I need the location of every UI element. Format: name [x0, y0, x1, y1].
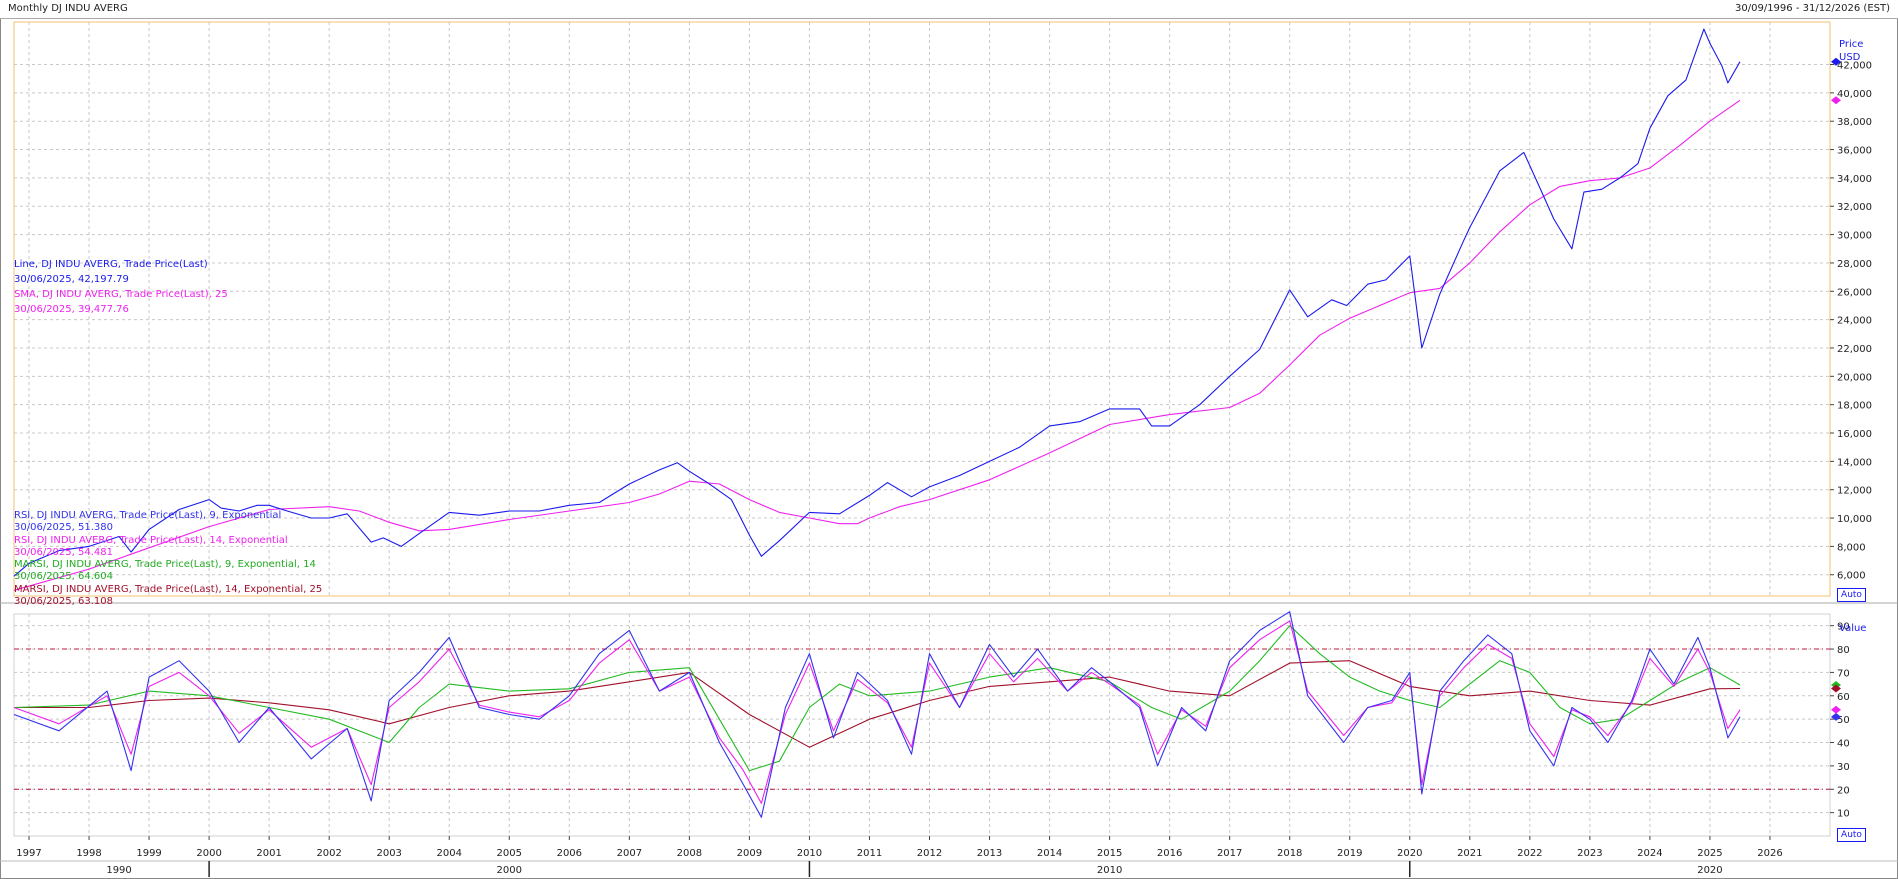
x-tick-label: 2024 [1637, 848, 1662, 859]
decade-label: 2000 [497, 865, 522, 876]
decade-label: 1990 [106, 865, 131, 876]
price-y-tick-label: 10,000 [1837, 514, 1872, 525]
rsi-y-tick-label: 70 [1837, 668, 1850, 679]
rsi-y-tick-label: 20 [1837, 785, 1850, 796]
legend-rsi9-name[interactable]: RSI, DJ INDU AVERG, Trade Price(Last), 9… [14, 510, 282, 521]
x-tick-label: 2013 [977, 848, 1002, 859]
price-y-tick-label: 30,000 [1837, 231, 1872, 242]
x-tick-label: 1998 [76, 848, 101, 859]
price-y-tick-label: 16,000 [1837, 429, 1872, 440]
price-y-tick-label: 22,000 [1837, 344, 1872, 355]
sma-last-marker [1831, 96, 1841, 105]
x-tick-label: 2022 [1517, 848, 1542, 859]
price-y-tick-label: 26,000 [1837, 287, 1872, 298]
price-y-tick-label: 24,000 [1837, 316, 1872, 327]
rsi9-last-marker [1831, 712, 1841, 721]
rsi14-last-marker [1831, 705, 1841, 714]
decade-label: 2010 [1097, 865, 1122, 876]
rsi-y-tick-label: 40 [1837, 739, 1850, 750]
marsi-14-line[interactable] [14, 660, 1741, 748]
legend-line-value: 30/06/2025, 42,197.79 [14, 274, 129, 285]
x-tick-label: 2005 [497, 848, 522, 859]
rsi-y-tick-label: 80 [1837, 645, 1850, 656]
x-tick-label: 2011 [857, 848, 882, 859]
x-tick-label: 1999 [136, 848, 161, 859]
price-y-tick-label: 28,000 [1837, 259, 1872, 270]
x-tick-label: 2019 [1337, 848, 1362, 859]
price-y-tick-label: 42,000 [1837, 61, 1872, 72]
marsi14-last-marker [1831, 684, 1841, 693]
legend-rsi14-value: 30/06/2025, 54.481 [14, 546, 113, 558]
x-tick-label: 2012 [917, 848, 942, 859]
price-line[interactable] [13, 28, 1741, 577]
price-y-tick-label: 38,000 [1837, 117, 1872, 128]
x-tick-label: 2015 [1097, 848, 1122, 859]
x-tick-label: 2001 [256, 848, 281, 859]
legend-marsi9-value: 30/06/2025, 64.604 [14, 571, 113, 583]
rsi-panel-frame [13, 613, 1831, 837]
legend-marsi14-name[interactable]: MARSI, DJ INDU AVERG, Trade Price(Last),… [14, 583, 323, 595]
price-legend: Line, DJ INDU AVERG, Trade Price(Last) 3… [14, 257, 228, 317]
legend-rsi14-name[interactable]: RSI, DJ INDU AVERG, Trade Price(Last), 1… [14, 534, 288, 546]
decade-label: 2020 [1697, 865, 1722, 876]
x-tick-label: 2002 [316, 848, 341, 859]
x-tick-label: 2010 [797, 848, 822, 859]
x-tick-label: 2018 [1277, 848, 1302, 859]
rsi-legend: RSI, DJ INDU AVERG, Trade Price(Last), 9… [14, 510, 322, 608]
x-tick-label: 2025 [1697, 848, 1722, 859]
rsi-auto-scale-button[interactable]: Auto [1837, 828, 1866, 842]
rsi-y-tick-label: 90 [1837, 622, 1850, 633]
rsi-y-tick-label: 50 [1837, 715, 1850, 726]
price-last-marker [1831, 57, 1841, 66]
legend-rsi9-value: 30/06/2025, 51.380 [14, 522, 113, 534]
x-tick-label: 2017 [1217, 848, 1242, 859]
x-tick-label: 2008 [677, 848, 702, 859]
rsi-14-line[interactable] [13, 620, 1741, 804]
x-tick-label: 2003 [376, 848, 401, 859]
price-y-tick-label: 18,000 [1837, 401, 1872, 412]
chart-title: Monthly DJ INDU AVERG [8, 3, 128, 14]
price-y-tick-label: 40,000 [1837, 89, 1872, 100]
x-tick-label: 2009 [737, 848, 762, 859]
x-tick-label: 2021 [1457, 848, 1482, 859]
rsi-y-tick-label: 30 [1837, 762, 1850, 773]
price-axis-unit: USD [1839, 52, 1861, 63]
legend-sma-name[interactable]: SMA, DJ INDU AVERG, Trade Price(Last), 2… [14, 289, 228, 300]
price-axis-title: Price USD [1839, 38, 1863, 64]
price-y-tick-label: 20,000 [1837, 372, 1872, 383]
x-tick-label: 2004 [437, 848, 462, 859]
x-tick-label: 2016 [1157, 848, 1182, 859]
legend-line-name[interactable]: Line, DJ INDU AVERG, Trade Price(Last) [14, 259, 208, 270]
x-tick-label: 2014 [1037, 848, 1062, 859]
date-range: 30/09/1996 - 31/12/2026 (EST) [1735, 3, 1890, 14]
price-y-tick-label: 34,000 [1837, 174, 1872, 185]
sma-25-line[interactable] [13, 99, 1741, 591]
legend-marsi14-value: 30/06/2025, 63.108 [14, 596, 113, 608]
price-auto-scale-button[interactable]: Auto [1837, 588, 1866, 602]
rsi-y-tick-label: 60 [1837, 692, 1850, 703]
price-y-tick-label: 32,000 [1837, 202, 1872, 213]
x-tick-label: 2023 [1577, 848, 1602, 859]
rsi-y-tick-label: 10 [1837, 809, 1850, 820]
marsi-9-line[interactable] [13, 625, 1741, 772]
price-y-tick-label: 8,000 [1837, 542, 1866, 553]
price-panel-frame [13, 21, 1831, 597]
legend-marsi9-name[interactable]: MARSI, DJ INDU AVERG, Trade Price(Last),… [14, 559, 316, 571]
x-tick-label: 2007 [617, 848, 642, 859]
price-y-tick-label: 6,000 [1837, 571, 1866, 582]
x-tick-label: 2020 [1397, 848, 1422, 859]
x-tick-label: 2000 [196, 848, 221, 859]
rsi-axis-title: Value [1839, 623, 1867, 634]
rsi-9-line[interactable] [13, 611, 1741, 818]
legend-sma-value: 30/06/2025, 39,477.76 [14, 304, 129, 315]
price-y-tick-label: 14,000 [1837, 457, 1872, 468]
chart-header: Monthly DJ INDU AVERG 30/09/1996 - 31/12… [0, 0, 1898, 19]
x-tick-label: 1997 [16, 848, 41, 859]
price-y-tick-label: 36,000 [1837, 146, 1872, 157]
price-y-tick-label: 12,000 [1837, 486, 1872, 497]
price-axis-label: Price [1839, 39, 1864, 50]
x-tick-label: 2006 [557, 848, 582, 859]
x-tick-label: 2026 [1757, 848, 1782, 859]
